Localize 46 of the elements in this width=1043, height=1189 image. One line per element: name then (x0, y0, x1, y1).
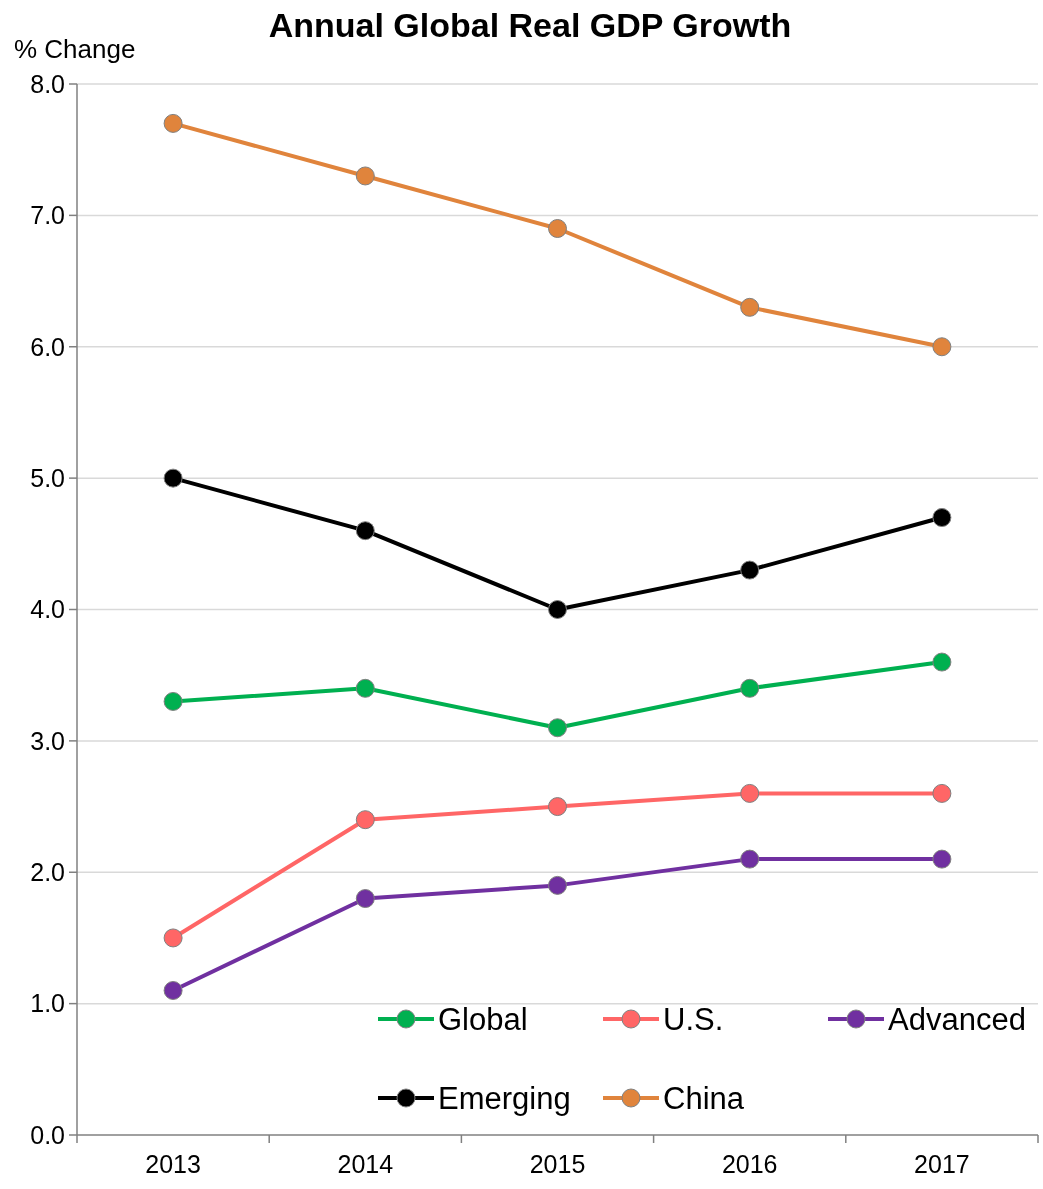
point (163, 468, 183, 488)
y-axis-title: % Change (14, 34, 136, 64)
x-tick-label: 2017 (914, 1150, 970, 1178)
point (740, 678, 760, 698)
point (548, 797, 567, 817)
x-tick-label: 2014 (337, 1150, 394, 1178)
point (740, 849, 760, 869)
point (355, 521, 375, 541)
legend-label: Emerging (438, 1080, 571, 1116)
x-tick-label: 2015 (529, 1150, 586, 1178)
y-tick-label: 5.0 (30, 463, 65, 492)
point (548, 219, 567, 239)
legend-label: Global (438, 1001, 528, 1037)
y-tick-label: 0.0 (30, 1120, 65, 1149)
y-tick-label: 1.0 (30, 989, 65, 1018)
point (932, 337, 952, 357)
point (163, 928, 183, 948)
point (932, 652, 952, 672)
y-tick-label: 4.0 (30, 595, 65, 624)
y-tick-label: 7.0 (30, 201, 65, 230)
point (163, 113, 183, 133)
point (355, 678, 375, 698)
point (932, 849, 952, 869)
point (355, 810, 375, 830)
legend-label: U.S. (663, 1001, 724, 1037)
point (163, 980, 183, 1000)
y-tick-label: 6.0 (30, 332, 65, 361)
point (355, 166, 375, 186)
chart-title: Annual Global Real GDP Growth (268, 6, 792, 44)
y-tick-label: 3.0 (30, 726, 65, 755)
point (548, 600, 567, 619)
point (740, 783, 760, 803)
x-tick-label: 2016 (721, 1150, 778, 1178)
point (740, 560, 760, 580)
x-tick-label: 2013 (145, 1150, 201, 1178)
y-tick-label: 2.0 (30, 858, 65, 886)
point (355, 889, 375, 909)
point (932, 783, 952, 803)
y-tick-label: 8.0 (30, 69, 65, 98)
legend-label: Advanced (888, 1001, 1026, 1037)
point (548, 875, 567, 895)
point (163, 691, 183, 711)
point (548, 718, 567, 738)
point (932, 508, 952, 528)
point (740, 297, 760, 317)
legend-label: China (663, 1080, 745, 1116)
